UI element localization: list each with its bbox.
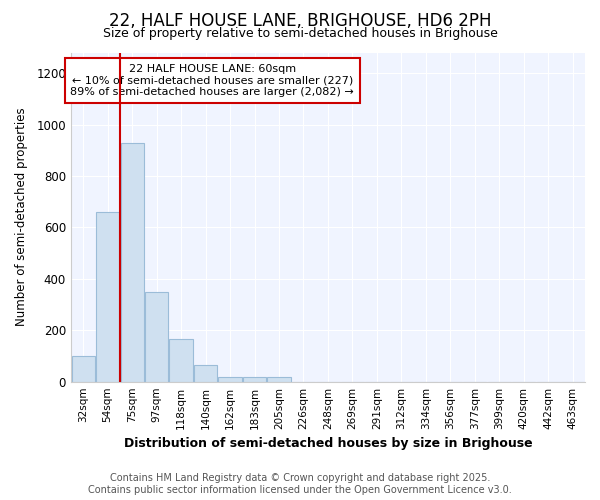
Text: 22, HALF HOUSE LANE, BRIGHOUSE, HD6 2PH: 22, HALF HOUSE LANE, BRIGHOUSE, HD6 2PH xyxy=(109,12,491,30)
Text: 22 HALF HOUSE LANE: 60sqm
← 10% of semi-detached houses are smaller (227)
89% of: 22 HALF HOUSE LANE: 60sqm ← 10% of semi-… xyxy=(70,64,354,97)
Bar xyxy=(194,365,217,382)
Bar xyxy=(169,339,193,382)
Text: Size of property relative to semi-detached houses in Brighouse: Size of property relative to semi-detach… xyxy=(103,28,497,40)
Bar xyxy=(121,142,144,382)
Y-axis label: Number of semi-detached properties: Number of semi-detached properties xyxy=(15,108,28,326)
Bar xyxy=(96,212,119,382)
Bar xyxy=(218,376,242,382)
Bar xyxy=(268,376,290,382)
Text: Contains HM Land Registry data © Crown copyright and database right 2025.
Contai: Contains HM Land Registry data © Crown c… xyxy=(88,474,512,495)
X-axis label: Distribution of semi-detached houses by size in Brighouse: Distribution of semi-detached houses by … xyxy=(124,437,532,450)
Bar xyxy=(71,356,95,382)
Bar xyxy=(243,376,266,382)
Bar xyxy=(145,292,168,382)
